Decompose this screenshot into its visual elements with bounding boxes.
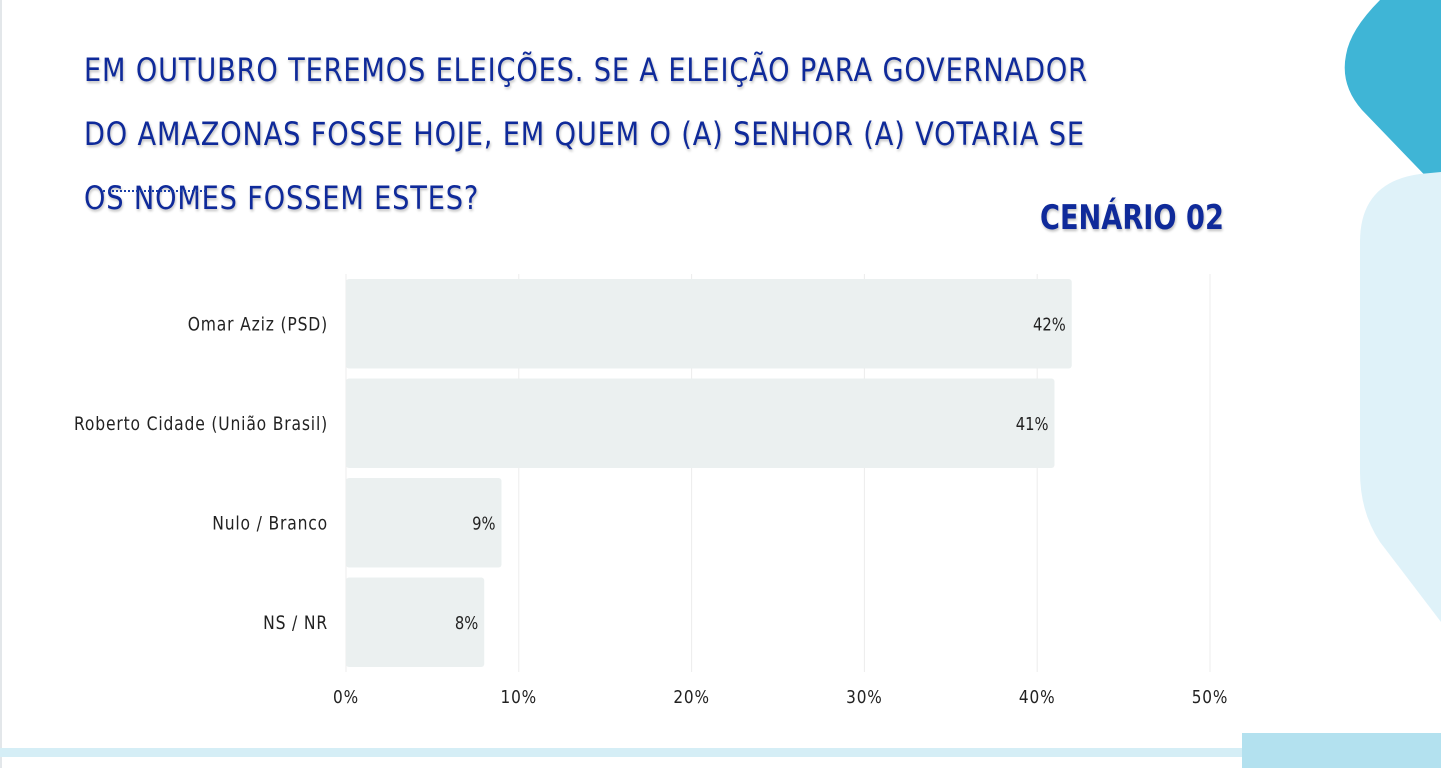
decorative-shape-dark-teal [1344,0,1441,192]
x-tick-label: 30% [846,686,883,708]
bar [346,477,502,568]
x-tick-label: 0% [333,686,359,708]
bar-value-label: 42% [1033,314,1066,335]
bar [346,577,485,668]
category-label: Roberto Cidade (União Brasil) [74,414,328,436]
bar-value-label: 8% [455,613,478,634]
bar [346,378,1055,469]
bar-value-label: 41% [1016,414,1049,435]
x-tick-label: 20% [673,686,710,708]
x-tick-label: 10% [501,686,538,708]
category-label: Omar Aziz (PSD) [188,314,328,336]
decorative-shape-light-teal [1360,172,1441,622]
category-label: NS / NR [263,613,328,635]
bottom-decorative-band [0,748,1360,757]
x-tick-label: 40% [1019,686,1056,708]
x-tick-label: 50% [1192,686,1229,708]
bar-value-label: 9% [472,513,495,534]
dotted-divider [103,190,206,192]
left-frame-border [0,0,2,768]
chart-title: EM OUTUBRO TEREMOS ELEIÇÕES. SE A ELEIÇÃ… [84,51,1088,217]
category-label: Nulo / Branco [212,513,328,535]
bottom-decorative-block [1242,733,1441,768]
bar [346,278,1072,369]
